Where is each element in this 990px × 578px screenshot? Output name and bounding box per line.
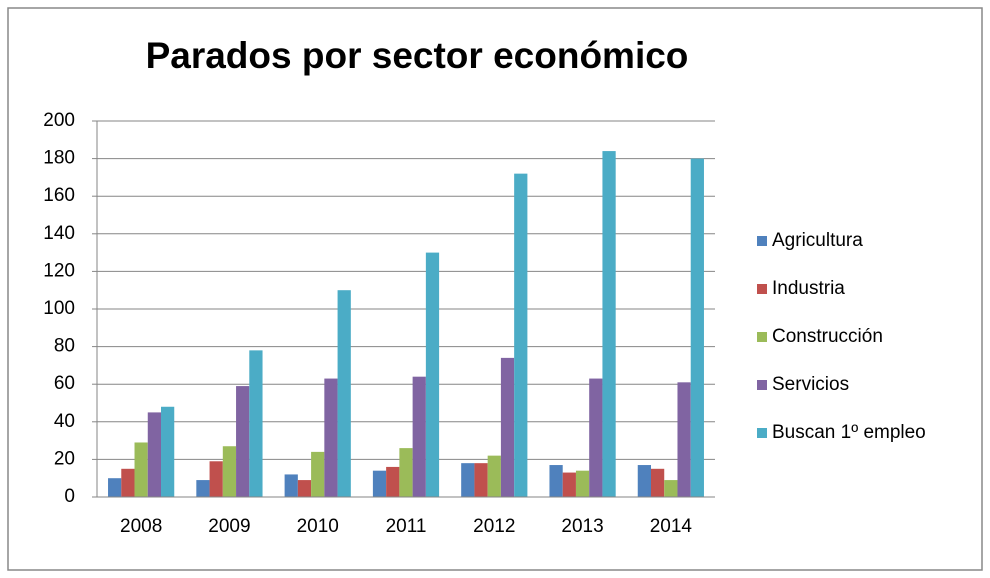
y-tick-label: 80 <box>54 336 75 357</box>
bar <box>196 480 210 497</box>
bar <box>664 480 678 497</box>
bar <box>412 376 426 497</box>
legend-swatch <box>757 236 767 246</box>
bar <box>602 151 616 497</box>
legend-label: Construcción <box>772 326 883 347</box>
x-tick-label: 2013 <box>561 516 603 537</box>
legend-swatch <box>757 284 767 294</box>
legend-label: Industria <box>772 278 845 299</box>
bar <box>589 378 603 497</box>
bar <box>372 470 387 497</box>
bar <box>500 357 515 497</box>
y-tick-label: 20 <box>54 448 75 469</box>
bar <box>121 468 135 497</box>
y-tick-label: 100 <box>43 298 75 319</box>
bar <box>297 480 312 497</box>
bar <box>337 290 351 497</box>
bar <box>425 252 440 497</box>
bar <box>514 173 528 497</box>
bar <box>222 446 237 497</box>
bar <box>399 448 413 497</box>
bar <box>562 472 576 497</box>
bar <box>108 478 122 497</box>
y-tick-label: 140 <box>43 223 75 244</box>
legend-swatch <box>757 332 767 342</box>
y-tick-label: 180 <box>43 148 75 169</box>
bar <box>134 442 148 497</box>
bar <box>209 461 223 497</box>
x-tick-label: 2010 <box>297 516 339 537</box>
bar <box>386 466 400 497</box>
legend-swatch <box>757 428 767 438</box>
x-tick-label: 2012 <box>473 516 515 537</box>
bar <box>690 158 704 497</box>
chart-title: Parados por sector económico <box>146 35 689 76</box>
legend-label: Buscan 1º empleo <box>772 422 926 443</box>
bar <box>161 406 175 497</box>
y-tick-label: 160 <box>43 185 75 206</box>
legend-label: Agricultura <box>772 230 863 251</box>
x-tick-label: 2008 <box>120 516 162 537</box>
bar <box>284 474 298 497</box>
x-tick-label: 2009 <box>208 516 250 537</box>
bar <box>311 451 325 497</box>
x-tick-label: 2011 <box>386 516 427 537</box>
bar <box>236 386 250 497</box>
y-tick-label: 40 <box>54 411 75 432</box>
bar <box>575 470 590 497</box>
y-tick-label: 120 <box>43 260 75 281</box>
y-tick-label: 200 <box>43 110 75 131</box>
bar <box>147 412 162 497</box>
bar <box>650 468 665 497</box>
bar <box>249 350 263 497</box>
bar <box>549 465 563 497</box>
y-tick-label: 60 <box>54 373 75 394</box>
y-tick-label: 0 <box>64 486 75 507</box>
bar <box>487 455 501 497</box>
bar <box>677 382 691 497</box>
x-tick-label: 2014 <box>650 516 693 537</box>
bar <box>324 378 338 497</box>
legend-swatch <box>757 380 767 390</box>
bar <box>461 463 475 497</box>
legend-label: Servicios <box>772 374 849 395</box>
bar <box>474 463 488 497</box>
bar <box>637 465 651 497</box>
